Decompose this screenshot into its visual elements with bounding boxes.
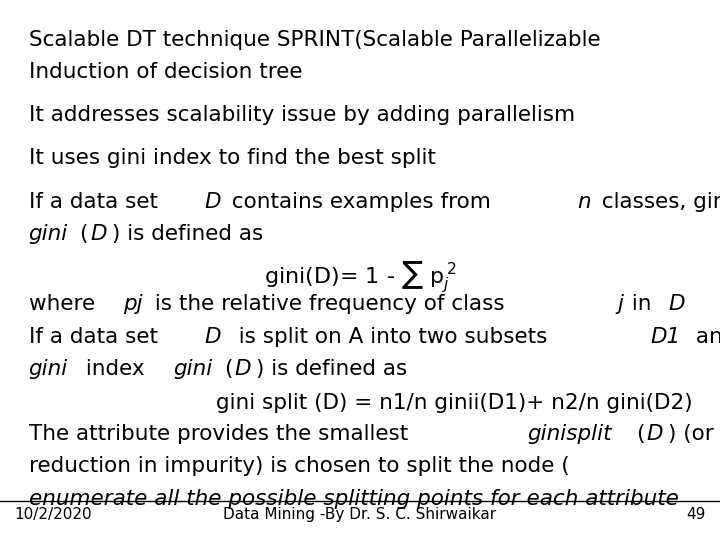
Text: j: j [617, 294, 624, 314]
Text: gini: gini [29, 359, 68, 379]
Text: It uses gini index to find the best split: It uses gini index to find the best spli… [29, 148, 436, 168]
Text: is split on A into two subsets: is split on A into two subsets [225, 327, 554, 347]
Text: (: ( [224, 359, 232, 379]
Text: and: and [689, 327, 720, 347]
Text: is the relative frequency of class: is the relative frequency of class [148, 294, 512, 314]
Text: 49: 49 [686, 507, 706, 522]
Text: D: D [204, 327, 220, 347]
Text: (: ( [79, 224, 88, 244]
Text: If a data set: If a data set [29, 327, 165, 347]
Text: The attribute provides the smallest: The attribute provides the smallest [29, 424, 415, 444]
Text: 10/2/2020: 10/2/2020 [14, 507, 92, 522]
Text: in: in [625, 294, 659, 314]
Text: gini: gini [173, 359, 212, 379]
Text: D: D [235, 359, 251, 379]
Text: index: index [79, 359, 152, 379]
Text: ) is defined as: ) is defined as [112, 224, 263, 244]
Text: D: D [647, 424, 663, 444]
Text: D: D [90, 224, 107, 244]
Text: Induction of decision tree: Induction of decision tree [29, 62, 302, 82]
Text: contains examples from: contains examples from [225, 192, 498, 212]
Text: enumerate all the possible splitting points for each attribute: enumerate all the possible splitting poi… [29, 489, 679, 509]
Text: classes, gini index,: classes, gini index, [595, 192, 720, 212]
Text: If a data set: If a data set [29, 192, 165, 212]
Text: ) (or the largest: ) (or the largest [668, 424, 720, 444]
Text: D: D [204, 192, 220, 212]
Text: n: n [577, 192, 591, 212]
Text: D: D [668, 294, 685, 314]
Text: Data Mining -By Dr. S. C. Shirwaikar: Data Mining -By Dr. S. C. Shirwaikar [223, 507, 497, 522]
Text: where: where [29, 294, 102, 314]
Text: gini(D)= 1 - $\sum$ p$_j^{\,2}$: gini(D)= 1 - $\sum$ p$_j^{\,2}$ [264, 260, 456, 295]
Text: It addresses scalability issue by adding parallelism: It addresses scalability issue by adding… [29, 105, 575, 125]
Text: ) is defined as: ) is defined as [256, 359, 407, 379]
Text: pj: pj [123, 294, 143, 314]
Text: ginisplit: ginisplit [527, 424, 611, 444]
Text: (: ( [636, 424, 644, 444]
Text: reduction in impurity) is chosen to split the node (: reduction in impurity) is chosen to spli… [29, 456, 570, 476]
Text: D1: D1 [650, 327, 680, 347]
Text: gini: gini [29, 224, 68, 244]
Text: Scalable DT technique SPRINT(Scalable Parallelizable: Scalable DT technique SPRINT(Scalable Pa… [29, 30, 600, 50]
Text: gini split (D) = n1/n ginii(D1)+ n2/n gini(D2): gini split (D) = n1/n ginii(D1)+ n2/n gi… [216, 393, 693, 413]
